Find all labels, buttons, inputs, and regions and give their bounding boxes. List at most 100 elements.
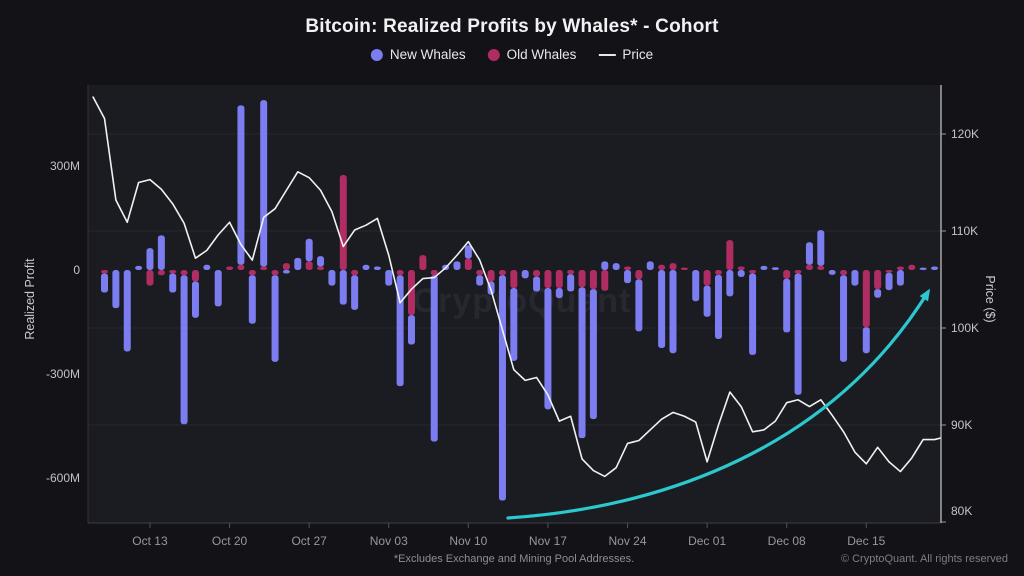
bar-segment-new-whales <box>373 266 381 270</box>
bar-segment-new-whales <box>123 270 131 352</box>
right-axis-ticks: 120K 110K 100K 90K 80K <box>941 127 979 523</box>
bar-segment-new-whales <box>851 270 859 286</box>
bar-segment-new-whales <box>282 270 290 274</box>
bar-segment-old-whales <box>862 270 870 328</box>
bar-segment-new-whales <box>362 264 370 270</box>
bar-segment-old-whales <box>464 258 472 270</box>
x-tick-label: Dec 15 <box>847 534 885 548</box>
x-tick-label: Nov 24 <box>609 534 647 548</box>
bar-segment-new-whales <box>931 266 939 270</box>
bar-segment-new-whales <box>157 235 165 270</box>
bar-segment-old-whales <box>487 270 495 282</box>
bar-segment-old-whales <box>737 266 745 270</box>
x-tick-label: Nov 17 <box>529 534 567 548</box>
bar-segment-new-whales <box>703 285 711 317</box>
bar-segment-new-whales <box>430 275 438 442</box>
bar-segment-old-whales <box>555 270 563 289</box>
bar-segment-new-whales <box>476 275 484 286</box>
bar-segment-old-whales <box>237 264 245 270</box>
right-tick-label: 100K <box>951 321 979 335</box>
bar-segment-old-whales <box>339 175 347 270</box>
bar-segment-new-whales <box>135 265 143 270</box>
right-tick-label: 80K <box>951 504 972 518</box>
right-tick-label: 90K <box>951 418 972 432</box>
legend-item-old-whales[interactable]: Old Whales <box>487 47 577 62</box>
bar-segment-old-whales <box>498 270 506 276</box>
bar-segment-old-whales <box>749 270 757 274</box>
bar-segment-new-whales <box>771 267 779 270</box>
bar-segment-old-whales <box>191 270 199 282</box>
profit-bars <box>101 100 939 501</box>
bar-segment-old-whales <box>533 270 541 277</box>
bar-segment-new-whales <box>453 261 461 270</box>
legend-marker-new-whales-icon <box>370 48 383 61</box>
x-tick-label: Nov 10 <box>449 534 487 548</box>
bar-segment-old-whales <box>101 270 108 274</box>
legend-label-old-whales: Old Whales <box>506 47 577 62</box>
bar-segment-new-whales <box>407 315 415 345</box>
x-tick-label: Oct 13 <box>132 534 168 548</box>
legend-label-new-whales: New Whales <box>389 47 466 62</box>
bar-segment-old-whales <box>317 266 325 270</box>
left-tick-label: -600M <box>46 471 80 485</box>
bar-segment-new-whales <box>555 288 563 299</box>
bar-segment-new-whales <box>533 276 541 292</box>
legend-item-new-whales[interactable]: New Whales <box>370 47 466 62</box>
left-tick-label: -300M <box>46 367 80 381</box>
bar-segment-new-whales <box>203 264 211 270</box>
legend-marker-old-whales-icon <box>487 48 500 61</box>
bar-segment-new-whales <box>805 242 813 265</box>
bar-segment-new-whales <box>896 270 904 286</box>
left-tick-label: 0 <box>73 263 80 277</box>
bar-segment-old-whales <box>305 261 313 270</box>
bar-segment-new-whales <box>305 238 313 262</box>
bar-segment-old-whales <box>658 264 666 270</box>
bar-segment-new-whales <box>214 270 222 307</box>
bar-segment-new-whales <box>635 279 643 332</box>
bar-segment-old-whales <box>703 270 711 286</box>
bar-segment-new-whales <box>760 265 768 270</box>
bar-segment-new-whales <box>328 270 336 286</box>
right-tick-label: 120K <box>951 127 979 141</box>
bar-segment-new-whales <box>237 105 245 265</box>
bar-segment-new-whales <box>248 275 256 324</box>
x-axis-ticks: Oct 13 Oct 20 Oct 27 Nov 03 Nov 10 Nov 17 Nov … <box>132 523 886 548</box>
bar-segment-new-whales <box>646 261 654 270</box>
legend-marker-price-icon <box>598 53 616 56</box>
trend-arrow-annotation <box>506 288 931 520</box>
bar-segment-new-whales <box>737 270 745 277</box>
bar-segment-new-whales <box>794 273 802 395</box>
bar-segment-new-whales <box>146 248 154 270</box>
bar-segment-old-whales <box>476 270 484 276</box>
x-tick-label: Oct 20 <box>212 534 248 548</box>
bar-segment-new-whales <box>498 275 506 501</box>
bar-segment-old-whales <box>896 266 904 270</box>
bar-segment-old-whales <box>783 270 791 279</box>
right-tick-label: 110K <box>951 224 978 238</box>
bar-segment-old-whales <box>510 270 518 289</box>
bar-segment-new-whales <box>385 270 393 286</box>
legend-item-price[interactable]: Price <box>598 47 653 62</box>
bar-segment-new-whales <box>624 270 632 284</box>
bar-segment-old-whales <box>567 270 575 275</box>
copyright: © CryptoQuant. All rights reserved <box>840 553 1008 565</box>
bar-segment-new-whales <box>726 270 734 297</box>
bar-segment-new-whales <box>658 270 666 348</box>
left-axis-title: Realized Profit <box>23 258 37 340</box>
bar-segment-old-whales <box>624 266 632 270</box>
bar-segment-old-whales <box>805 264 813 270</box>
x-tick-label: Dec 08 <box>768 534 806 548</box>
bar-segment-old-whales <box>714 270 722 275</box>
bar-segment-old-whales <box>351 270 359 276</box>
bar-segment-new-whales <box>521 270 529 279</box>
bar-segment-new-whales <box>294 257 302 270</box>
bar-segment-new-whales <box>669 270 677 354</box>
bar-segment-old-whales <box>817 265 825 270</box>
left-axis-ticks: 300M 0 -300M -600M <box>46 159 80 485</box>
bar-segment-new-whales <box>749 273 757 355</box>
bar-segment-old-whales <box>430 270 438 276</box>
bar-segment-new-whales <box>714 274 722 339</box>
x-tick-label: Dec 01 <box>688 534 726 548</box>
bar-segment-new-whales <box>874 289 882 298</box>
